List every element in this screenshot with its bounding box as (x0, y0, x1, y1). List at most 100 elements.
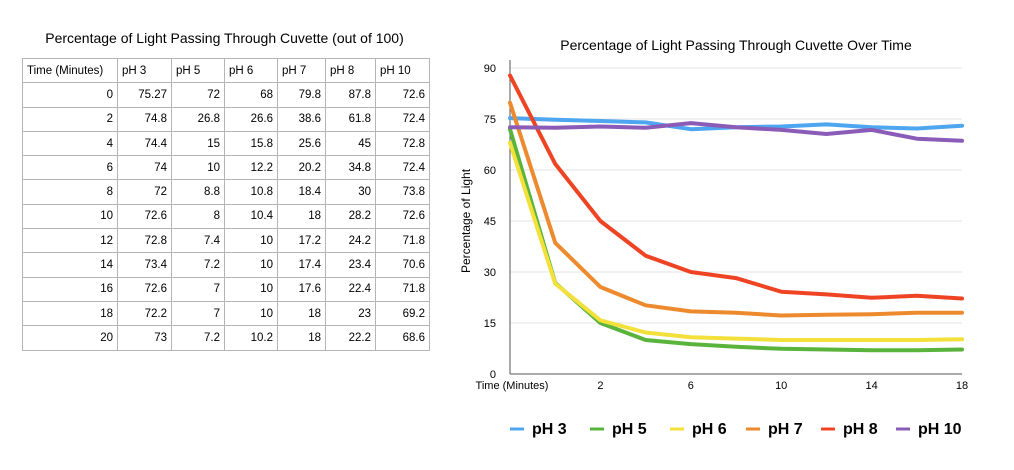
table-header-cell: pH 6 (224, 57, 278, 84)
table-cell: 72.8 (375, 130, 430, 157)
series-line-4 (508, 73, 964, 301)
table-row: 16 72.6 7 10 17.6 22.4 71.8 (22, 276, 430, 302)
table-row: 6 74 10 12.2 20.2 34.8 72.4 (22, 155, 430, 181)
x-tick-label: 6 (688, 380, 694, 392)
table-cell: 18 (22, 300, 118, 327)
table-row: 4 74.4 15 15.8 25.6 45 72.8 (22, 130, 430, 157)
line-chart: Percentage of Light Passing Through Cuve… (459, 37, 968, 438)
table-cell: 10 (224, 300, 278, 327)
table-cell: 74 (117, 155, 172, 181)
table-cell: 38.6 (277, 106, 326, 132)
table-row: 10 72.6 8 10.4 18 28.2 72.6 (22, 203, 430, 230)
table-cell: 23.4 (325, 252, 376, 278)
table-cell: 30 (325, 179, 376, 205)
table-cell: 17.4 (277, 252, 326, 278)
table-cell: 8 (171, 203, 225, 230)
x-tick-label: 2 (597, 380, 603, 392)
table-cell: 12 (22, 228, 118, 254)
series-line-1 (508, 127, 964, 353)
table-row: 18 72.2 7 10 18 23 69.2 (22, 300, 430, 327)
table-cell: 22.2 (325, 325, 376, 351)
y-tick-label: 75 (484, 114, 496, 126)
y-tick-label: 15 (484, 318, 496, 330)
table-cell: 17.6 (277, 276, 326, 302)
table-cell: 6 (22, 155, 118, 181)
table-cell: 10 (224, 276, 278, 302)
y-tick-label: 90 (484, 63, 496, 75)
table-cell: 72.6 (117, 203, 172, 230)
table-cell: 25.6 (277, 130, 326, 157)
table-cell: 15.8 (224, 130, 278, 157)
table-cell: 18 (277, 325, 326, 351)
table-cell: 8.8 (171, 179, 225, 205)
series-line-3 (508, 100, 964, 318)
table-cell: 69.2 (375, 300, 430, 327)
legend-label: pH 8 (843, 421, 878, 438)
table-cell: 74.4 (117, 130, 172, 157)
x-tick-label: 14 (865, 380, 877, 392)
table-cell: 71.8 (375, 276, 430, 302)
table-cell: 68.6 (375, 325, 430, 351)
table-title: Percentage of Light Passing Through Cuve… (45, 30, 404, 46)
table-cell: 10.4 (224, 203, 278, 230)
table-cell: 72.6 (117, 276, 172, 302)
table-cell: 72.2 (117, 300, 172, 327)
table-cell: 73.4 (117, 252, 172, 278)
chart-title: Percentage of Light Passing Through Cuve… (560, 37, 912, 53)
table-cell: 7 (171, 300, 225, 327)
table-row: 20 73 7.2 10.2 18 22.2 68.6 (22, 325, 430, 351)
table-row: 14 73.4 7.2 10 17.4 23.4 70.6 (22, 252, 430, 278)
table-row: 0 75.27 72 68 79.8 87.8 72.6 (22, 82, 430, 108)
table-cell: 74.8 (117, 106, 172, 132)
data-table: Time (Minutes) pH 3 pH 5 pH 6 pH 7 pH 8 pH 10 … (22, 57, 430, 351)
table-cell: 4 (22, 130, 118, 157)
table-cell: 10.8 (224, 179, 278, 205)
table-cell: 70.6 (375, 252, 430, 278)
table-header-cell: pH 5 (171, 57, 225, 84)
table-header-cell: pH 3 (117, 57, 172, 84)
table-row: 12 72.8 7.4 10 17.2 24.2 71.8 (22, 228, 430, 254)
table-cell: 72.4 (375, 106, 430, 132)
table-cell: 7.2 (171, 252, 225, 278)
x-axis-label: Time (Minutes) (476, 380, 549, 392)
table-cell: 73.8 (375, 179, 430, 205)
y-axis-label: Percentage of Light (459, 168, 473, 273)
table-cell: 87.8 (325, 82, 376, 108)
table-cell: 45 (325, 130, 376, 157)
table-cell: 10 (224, 252, 278, 278)
table-cell: 71.8 (375, 228, 430, 254)
table-cell: 7 (171, 276, 225, 302)
table-header-cell: pH 10 (375, 57, 430, 84)
table-header-row: Time (Minutes) pH 3 pH 5 pH 6 pH 7 pH 8 pH 10 (22, 57, 430, 84)
table-cell: 23 (325, 300, 376, 327)
table-cell: 7.2 (171, 325, 225, 351)
legend-label: pH 6 (692, 421, 727, 438)
y-tick-label: 45 (484, 216, 496, 228)
table-cell: 26.6 (224, 106, 278, 132)
table-cell: 24.2 (325, 228, 376, 254)
table-cell: 16 (22, 276, 118, 302)
y-tick-label: 60 (484, 165, 496, 177)
table-cell: 20 (22, 325, 118, 351)
legend-label: pH 3 (532, 421, 567, 438)
table-cell: 20.2 (277, 155, 326, 181)
table-cell: 72.4 (375, 155, 430, 181)
table-header-cell: pH 8 (325, 57, 376, 84)
table-cell: 34.8 (325, 155, 376, 181)
x-tick-label: 10 (775, 380, 787, 392)
table-header-cell: pH 7 (277, 57, 326, 84)
table-cell: 73 (117, 325, 172, 351)
x-tick-label: 18 (956, 380, 968, 392)
table-cell: 72.6 (375, 82, 430, 108)
table-cell: 10 (22, 203, 118, 230)
table-cell: 18 (277, 300, 326, 327)
series-line-5 (508, 121, 964, 143)
table-cell: 72.6 (375, 203, 430, 230)
table-cell: 10 (224, 228, 278, 254)
table-cell: 79.8 (277, 82, 326, 108)
series-line-2 (508, 140, 964, 342)
table-cell: 8 (22, 179, 118, 205)
table-cell: 75.27 (117, 82, 172, 108)
table-cell: 10 (171, 155, 225, 181)
table-cell: 2 (22, 106, 118, 132)
